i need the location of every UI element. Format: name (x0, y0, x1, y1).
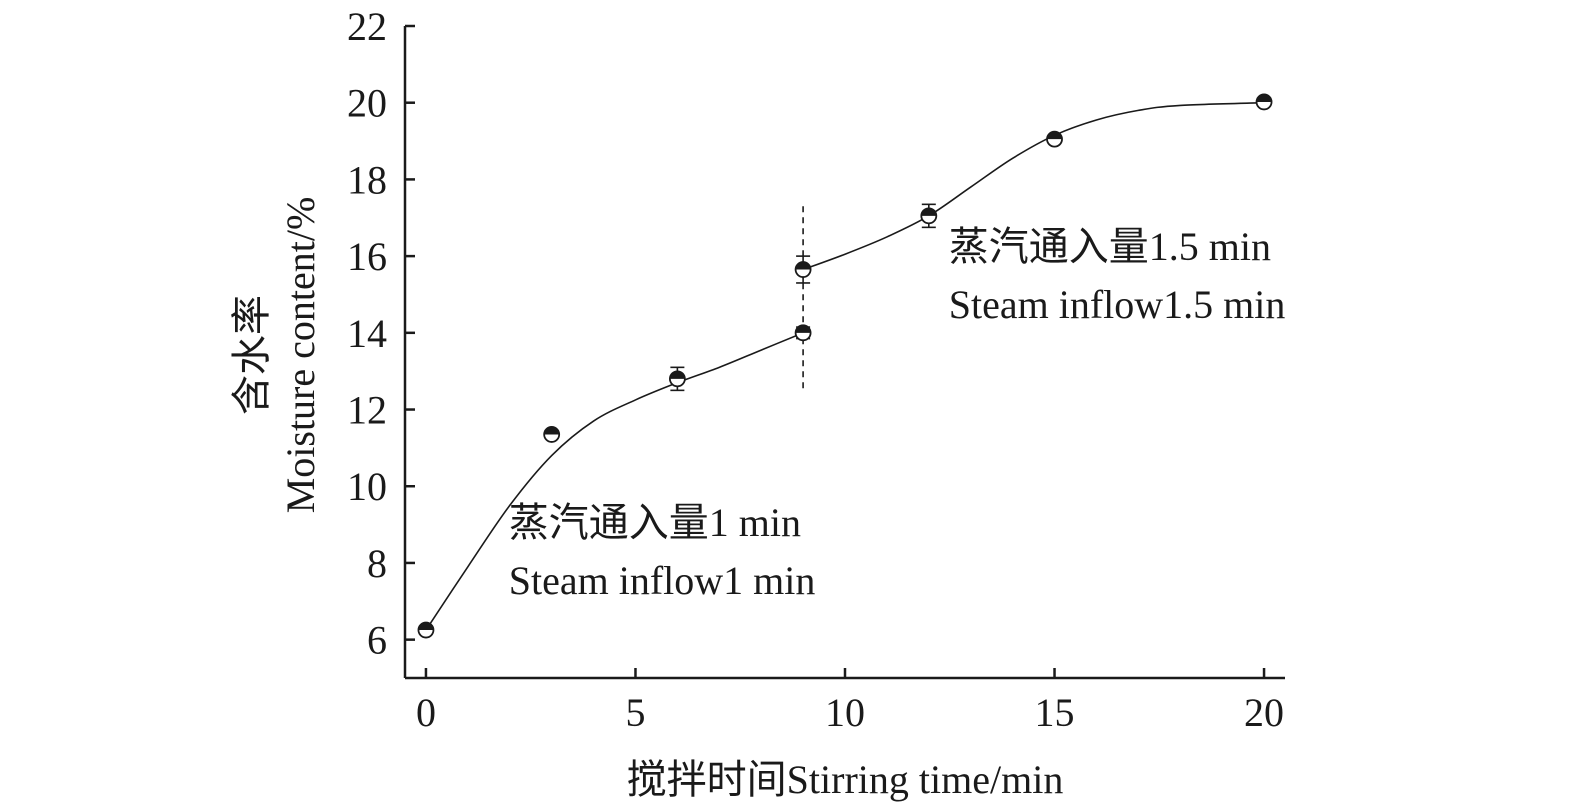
y-tick-label: 12 (347, 388, 387, 433)
marker-fill (1047, 131, 1063, 140)
marker-fill (669, 371, 685, 379)
annotation-cn: 蒸汽通入量1.5 min (949, 224, 1271, 269)
data-point (920, 203, 938, 229)
data-point (1255, 93, 1273, 111)
y-axis-label: Moisture content/% (278, 197, 323, 514)
y-tick-label: 10 (347, 464, 387, 509)
x-tick-label: 10 (825, 690, 865, 735)
data-point (794, 324, 812, 342)
annotation-en: Steam inflow1.5 min (949, 282, 1286, 327)
y-axis-label-cn: 含水率 (229, 295, 274, 415)
axes: 0 5 10 15 20 6 8 10 12 14 16 18 20 22 (347, 4, 1285, 735)
x-tick-label: 0 (416, 690, 436, 735)
data-point (794, 255, 812, 284)
y-tick-label: 6 (367, 618, 387, 663)
data-point (543, 426, 561, 443)
y-tick-label: 20 (347, 81, 387, 126)
marker-fill (921, 208, 937, 216)
data-point (417, 621, 435, 639)
labels: 搅拌时间Stirring time/min 含水率 Moisture conte… (229, 197, 1063, 802)
annotation-en: Steam inflow1 min (509, 558, 816, 603)
x-tick-label: 15 (1035, 690, 1075, 735)
marker-fill (795, 262, 811, 270)
y-tick-label: 14 (347, 311, 387, 356)
marker-fill (1256, 94, 1272, 102)
plot-marks: 蒸汽通入量1 min Steam inflow1 min 蒸汽通入量1.5 min S… (417, 93, 1286, 639)
annotation-cn: 蒸汽通入量1 min (509, 500, 801, 545)
fit-curve (425, 332, 804, 631)
y-tick-label: 18 (347, 157, 387, 202)
y-tick-label: 16 (347, 234, 387, 279)
y-tick-label: 8 (367, 541, 387, 586)
marker-fill (795, 325, 811, 333)
y-tick-label: 22 (347, 4, 387, 49)
x-tick-label: 20 (1244, 690, 1284, 735)
data-point (1046, 130, 1063, 148)
marker-fill (544, 426, 560, 435)
fit-curve (802, 101, 1265, 271)
x-tick-label: 5 (625, 690, 645, 735)
marker-fill (418, 622, 434, 631)
data-point (668, 366, 686, 392)
x-axis-label: 搅拌时间Stirring time/min (627, 757, 1064, 802)
